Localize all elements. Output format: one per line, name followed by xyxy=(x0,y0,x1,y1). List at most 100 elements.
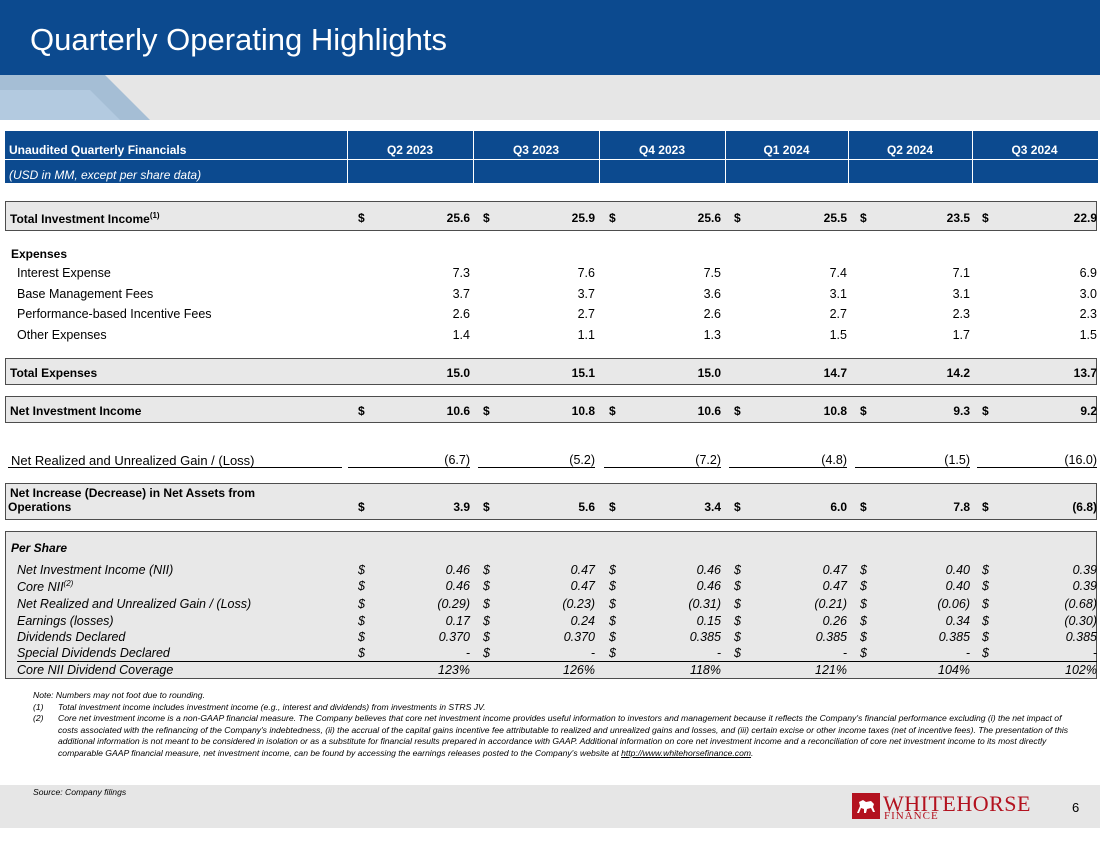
value-cell: 1.7 xyxy=(952,328,970,342)
quarter-header: Q1 2024 xyxy=(763,143,810,157)
value-cell: - xyxy=(590,646,595,660)
dollar-sign: $ xyxy=(860,404,867,418)
dollar-sign: $ xyxy=(860,500,867,514)
dollar-sign: $ xyxy=(982,646,989,660)
underline xyxy=(17,661,1097,662)
footnote-2: (2) Core net investment income is a non-… xyxy=(33,713,1069,758)
header-divider xyxy=(347,131,348,183)
dollar-sign: $ xyxy=(860,597,867,611)
horse-icon xyxy=(852,793,880,819)
value-cell: 1.5 xyxy=(1079,328,1097,342)
row-label: Net Investment Income (NII) xyxy=(17,563,174,577)
title-bar xyxy=(0,0,1100,75)
per-share-heading: Per Share xyxy=(11,541,68,555)
table-units-note: (USD in MM, except per share data) xyxy=(9,168,202,182)
value-cell: 10.6 xyxy=(446,404,470,418)
value-cell: 0.46 xyxy=(445,563,470,577)
dollar-sign: $ xyxy=(483,563,490,577)
value-cell: (16.0) xyxy=(1064,453,1097,467)
value-cell: 104% xyxy=(938,663,970,677)
dollar-sign: $ xyxy=(609,630,616,644)
dollar-sign: $ xyxy=(982,614,989,628)
value-cell: 0.17 xyxy=(445,614,470,628)
dollar-sign: $ xyxy=(609,614,616,628)
table-header-label: Unaudited Quarterly Financials xyxy=(9,143,187,157)
dollar-sign: $ xyxy=(982,500,989,514)
dollar-sign: $ xyxy=(358,211,365,225)
row-label: Earnings (losses) xyxy=(17,614,114,628)
dollar-sign: $ xyxy=(734,614,741,628)
value-cell: (0.06) xyxy=(937,597,970,611)
value-cell: 0.47 xyxy=(570,563,595,577)
value-cell: 7.8 xyxy=(953,500,970,514)
value-cell: 2.6 xyxy=(703,307,721,321)
underline xyxy=(604,467,721,468)
value-cell: 9.3 xyxy=(953,404,970,418)
underline xyxy=(855,467,970,468)
value-cell: 2.6 xyxy=(452,307,470,321)
value-cell: 126% xyxy=(563,663,595,677)
value-cell: 22.9 xyxy=(1073,211,1097,225)
value-cell: 1.5 xyxy=(829,328,847,342)
value-cell: 0.47 xyxy=(570,579,595,593)
value-cell: 14.7 xyxy=(823,366,847,380)
net-investment-income-label: Net Investment Income xyxy=(10,404,142,418)
dollar-sign: $ xyxy=(734,579,741,593)
quarter-header: Q3 2024 xyxy=(1011,143,1058,157)
row-label: Net Realized and Unrealized Gain / (Loss… xyxy=(17,597,252,611)
value-cell: 3.7 xyxy=(577,287,595,301)
value-cell: (6.8) xyxy=(1072,500,1097,514)
value-cell: 7.5 xyxy=(703,266,721,280)
value-cell: 3.6 xyxy=(703,287,721,301)
value-cell: (0.68) xyxy=(1064,597,1097,611)
value-cell: 25.6 xyxy=(446,211,470,225)
value-cell: (0.31) xyxy=(688,597,721,611)
title-shade-band xyxy=(0,75,1100,120)
expenses-heading: Expenses xyxy=(11,247,68,261)
value-cell: 2.7 xyxy=(577,307,595,321)
row-label: Core NII Dividend Coverage xyxy=(17,663,174,677)
value-cell: 2.7 xyxy=(829,307,847,321)
value-cell: (7.2) xyxy=(695,453,721,467)
value-cell: 123% xyxy=(438,663,470,677)
value-cell: (5.2) xyxy=(569,453,595,467)
dollar-sign: $ xyxy=(982,597,989,611)
dollar-sign: $ xyxy=(609,579,616,593)
dollar-sign: $ xyxy=(982,563,989,577)
logo-wordmark: WHITEHORSE xyxy=(883,791,1031,816)
value-cell: 1.1 xyxy=(577,328,595,342)
website-link[interactable]: http://www.whitehorsefinance.com xyxy=(621,747,752,758)
header-divider xyxy=(725,131,726,183)
value-cell: 0.385 xyxy=(938,630,970,644)
value-cell: 0.26 xyxy=(822,614,847,628)
source-note: Source: Company filings xyxy=(33,787,127,797)
value-cell: 102% xyxy=(1065,663,1097,677)
quarter-header: Q4 2023 xyxy=(638,143,686,157)
dollar-sign: $ xyxy=(982,630,989,644)
value-cell: 7.1 xyxy=(952,266,970,280)
underline xyxy=(977,467,1097,468)
footnote-1: (1) Total investment income includes inv… xyxy=(33,701,486,712)
dollar-sign: $ xyxy=(483,630,490,644)
underline xyxy=(348,467,470,468)
underline xyxy=(478,467,595,468)
quarter-header: Q3 2023 xyxy=(512,143,560,157)
header-divider xyxy=(972,131,973,183)
value-cell: 3.7 xyxy=(452,287,470,301)
net-realized-label: Net Realized and Unrealized Gain / (Loss… xyxy=(11,453,255,468)
value-cell: 0.385 xyxy=(815,630,847,644)
row-label: Interest Expense xyxy=(17,266,111,280)
value-cell: 10.8 xyxy=(571,404,595,418)
dollar-sign: $ xyxy=(358,614,365,628)
dollar-sign: $ xyxy=(609,597,616,611)
rounding-note: Note: Numbers may not foot due to roundi… xyxy=(33,690,205,700)
value-cell: 1.4 xyxy=(452,328,470,342)
value-cell: - xyxy=(842,646,847,660)
value-cell: 118% xyxy=(689,663,721,677)
dollar-sign: $ xyxy=(358,563,365,577)
value-cell: 6.0 xyxy=(830,500,847,514)
dollar-sign: $ xyxy=(483,646,490,660)
dollar-sign: $ xyxy=(982,211,989,225)
dollar-sign: $ xyxy=(358,579,365,593)
row-label: Special Dividends Declared xyxy=(17,646,170,660)
